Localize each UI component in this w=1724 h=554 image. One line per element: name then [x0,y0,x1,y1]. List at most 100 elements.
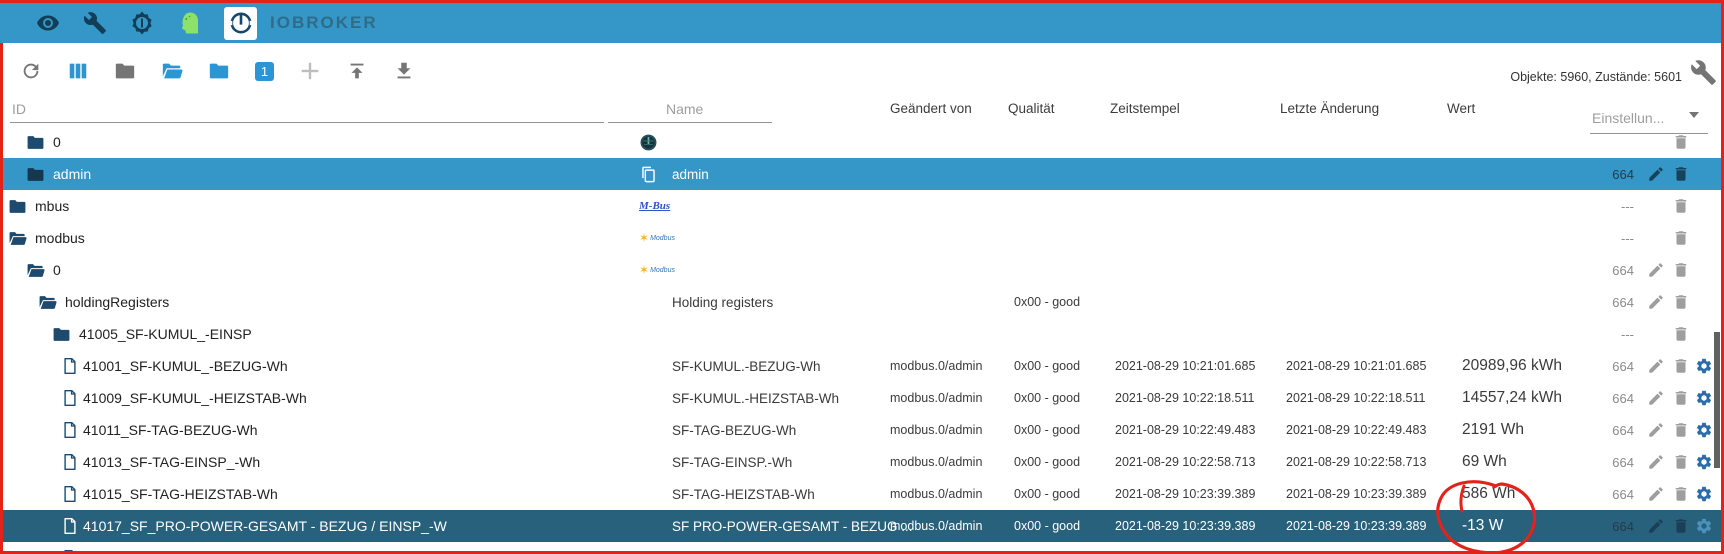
acl-badge: 664 [1612,294,1634,310]
changed-by-value: modbus.0/admin [890,487,983,501]
delete-object-button[interactable] [1672,414,1692,446]
table-row[interactable]: admin admin 664 [0,158,1724,190]
table-row[interactable]: 41013_SF-TAG-EINSP_-Wh SF-TAG-EINSP.-Wh … [0,446,1724,478]
table-row[interactable]: mbus M-Bus --- [0,190,1724,222]
columns-settings-dropdown[interactable]: Einstellun... [1592,110,1665,126]
delete-object-button[interactable] [1672,254,1692,286]
admin-adapter-icon [639,132,665,158]
table-row[interactable]: holdingRegisters Holding registers 0x00 … [0,286,1724,318]
expand-depth-1-button[interactable]: 1 [255,61,274,81]
table-row[interactable]: 41011_SF-TAG-BEZUG-Wh SF-TAG-BEZUG-Wh mo… [0,414,1724,446]
edit-object-button[interactable] [1647,382,1667,414]
acl-badge: 664 [1612,262,1634,278]
object-name: SF-TAG-HEIZSTAB-Wh [672,486,815,502]
state-value: 20989,96 kWh [1462,357,1562,374]
delete-object-button[interactable] [1672,350,1692,382]
object-settings-button[interactable] [1695,478,1715,510]
delete-object-button[interactable] [1672,286,1692,318]
app-bar: IOBROKER [0,3,1721,43]
add-object-button[interactable] [299,60,321,82]
edit-object-button[interactable] [1647,350,1667,382]
object-name: Holding registers [672,294,774,310]
object-id: admin [53,166,92,182]
acl-badge: --- [1621,198,1634,214]
expand-folders-button[interactable] [161,60,183,82]
table-row[interactable]: 0 ✶ Modbus 664 [0,254,1724,286]
chevron-down-icon[interactable] [1689,112,1699,118]
view-columns-button[interactable] [67,60,89,82]
object-id: 41001_SF-KUMUL_-BEZUG-Wh [83,358,288,374]
delete-object-button[interactable] [1672,132,1692,158]
object-settings-button[interactable] [1695,382,1715,414]
modbus-logo: ✶ Modbus [639,231,675,245]
edit-object-button[interactable] [1647,414,1667,446]
download-button[interactable] [393,60,415,82]
vertical-scrollbar[interactable] [1714,332,1720,468]
delete-object-button[interactable] [1672,382,1692,414]
delete-object-button[interactable] [1672,158,1692,190]
state-value: 586 Wh [1462,485,1516,502]
table-row[interactable] [0,542,1724,551]
delete-object-button[interactable] [1672,510,1692,542]
delete-object-button[interactable] [1672,318,1692,350]
delete-object-button[interactable] [1672,190,1692,222]
changed-by-value: modbus.0/admin [890,359,983,373]
object-id: 41015_SF-TAG-HEIZSTAB-Wh [83,486,278,502]
table-row[interactable]: 41017_SF_PRO-POWER-GESAMT - BEZUG / EINS… [0,510,1724,542]
object-settings-button[interactable] [1695,446,1715,478]
expand-folder-blue-button[interactable] [208,60,230,82]
objects-toolbar: 1 [20,60,415,82]
timestamp-value: 2021-08-29 10:23:39.389 [1115,487,1256,501]
refresh-button[interactable] [20,60,42,82]
edit-object-button[interactable] [1647,478,1667,510]
edit-object-button[interactable] [1647,510,1667,542]
edit-object-button[interactable] [1647,446,1667,478]
edit-object-button[interactable] [1647,158,1667,190]
quality-value: 0x00 - good [1014,391,1081,405]
user-head-icon[interactable] [177,11,201,35]
last-change-value: 2021-08-29 10:22:58.713 [1286,455,1427,469]
table-row[interactable]: 41015_SF-TAG-HEIZSTAB-Wh SF-TAG-HEIZSTAB… [0,478,1724,510]
last-change-value: 2021-08-29 10:23:39.389 [1286,519,1427,533]
delete-object-button[interactable] [1672,222,1692,254]
wrench-icon[interactable] [83,11,107,35]
object-settings-button[interactable] [1695,510,1715,542]
delete-object-button[interactable] [1672,478,1692,510]
objects-table: 0 admin admin 664 mbus M-Bus [0,126,1724,551]
changed-by-value: modbus.0/admin [890,391,983,405]
col-header-timestamp: Zeitstempel [1110,101,1180,116]
object-settings-button[interactable] [1695,414,1715,446]
object-id: 0 [53,262,61,278]
object-type-icon: ✶ Modbus [639,254,675,286]
table-row[interactable]: 0 [0,132,1724,158]
edit-object-button[interactable] [1647,254,1667,286]
eye-icon[interactable] [36,11,60,35]
delete-object-button[interactable] [1672,446,1692,478]
collapse-folders-button[interactable] [114,60,136,82]
table-row[interactable]: modbus ✶ Modbus --- [0,222,1724,254]
last-change-value: 2021-08-29 10:23:39.389 [1286,487,1427,501]
table-row[interactable]: 41005_SF-KUMUL_-EINSP --- [0,318,1724,350]
state-value: 2191 Wh [1462,421,1525,438]
name-filter-input[interactable] [608,96,772,123]
changed-by-value: modbus.0/admin [890,519,983,533]
object-name: SF-TAG-BEZUG-Wh [672,422,797,438]
settings-wrench-icon[interactable] [1690,59,1717,86]
upload-button[interactable] [346,60,368,82]
tree-icon [63,382,77,414]
acl-badge: 664 [1612,390,1634,406]
brightness-icon[interactable] [130,11,154,35]
edit-object-button[interactable] [1647,286,1667,318]
table-row[interactable]: 41001_SF-KUMUL_-BEZUG-Wh SF-KUMUL.-BEZUG… [0,350,1724,382]
col-header-last-change: Letzte Änderung [1280,101,1380,116]
timestamp-value: 2021-08-29 10:22:49.483 [1115,423,1256,437]
object-name: SF-KUMUL.-HEIZSTAB-Wh [672,390,840,406]
tree-icon [26,132,45,158]
id-filter-input[interactable] [10,96,604,123]
object-settings-button[interactable] [1695,350,1715,382]
object-id: modbus [35,230,85,246]
modbus-logo: ✶ Modbus [639,263,675,277]
tree-icon [63,478,77,510]
object-id: 0 [53,134,61,150]
table-row[interactable]: 41009_SF-KUMUL_-HEIZSTAB-Wh SF-KUMUL.-HE… [0,382,1724,414]
